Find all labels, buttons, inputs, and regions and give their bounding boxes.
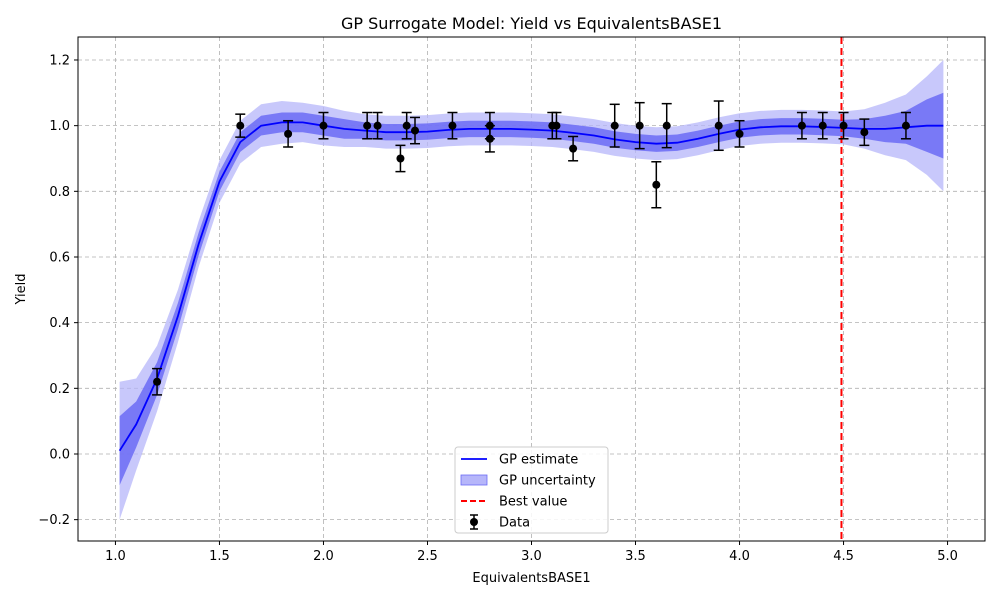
data-marker — [448, 121, 457, 130]
data-point — [651, 161, 662, 209]
x-tick-label: 2.0 — [313, 549, 334, 564]
y-tick-label: 0.0 — [49, 447, 70, 462]
gp-estimate-line — [118, 121, 944, 452]
x-tick-label: 4.0 — [729, 549, 750, 564]
data-marker — [485, 134, 494, 143]
data-point — [734, 119, 745, 148]
data-marker — [373, 121, 382, 130]
y-tick-label: 0.6 — [49, 250, 70, 265]
data-marker — [153, 377, 162, 386]
data-point — [568, 135, 579, 162]
data-point — [551, 111, 562, 140]
data-marker — [662, 121, 671, 130]
legend-label: Data — [499, 516, 530, 531]
data-marker — [319, 121, 328, 130]
y-axis-ticks: −0.2 0.0 0.2 0.4 0.6 0.8 1.0 1.2 — [38, 53, 78, 528]
legend-band-swatch — [460, 474, 488, 486]
y-tick-label: 1.0 — [49, 119, 70, 134]
data-point — [372, 111, 383, 140]
data-marker — [552, 121, 561, 130]
data-marker — [402, 121, 411, 130]
legend-item: GP estimate — [461, 453, 578, 468]
data-points — [152, 100, 911, 396]
data-point — [152, 367, 163, 396]
data-point — [900, 111, 911, 140]
data-point — [362, 111, 373, 140]
legend: GP estimate GP uncertainty Best value Data — [454, 446, 609, 534]
data-point — [395, 144, 406, 173]
data-marker — [569, 144, 578, 153]
data-point — [401, 111, 412, 140]
legend-data-marker — [470, 518, 478, 526]
data-point — [283, 119, 294, 148]
legend-item: GP uncertainty — [460, 474, 596, 489]
data-point — [447, 111, 458, 140]
data-point — [661, 102, 672, 149]
data-point — [817, 111, 828, 140]
data-marker — [236, 121, 245, 130]
y-tick-label: 1.2 — [49, 53, 70, 68]
legend-item: Best value — [461, 495, 567, 510]
data-marker — [901, 121, 910, 130]
x-tick-label: 2.5 — [417, 549, 438, 564]
x-tick-label: 3.0 — [521, 549, 542, 564]
data-point — [484, 124, 495, 153]
legend-label: GP estimate — [499, 453, 578, 468]
data-marker — [284, 129, 293, 138]
legend-item: Data — [470, 514, 530, 531]
data-marker — [610, 121, 619, 130]
legend-box — [454, 446, 609, 534]
data-point — [796, 111, 807, 140]
x-tick-label: 4.5 — [833, 549, 854, 564]
data-marker — [818, 121, 827, 130]
data-marker — [635, 121, 644, 130]
data-point — [410, 116, 421, 145]
x-axis-label: EquivalentsBASE1 — [472, 571, 590, 586]
x-tick-label: 5.0 — [937, 549, 958, 564]
data-point — [609, 103, 620, 148]
data-marker — [860, 128, 869, 137]
x-tick-label: 1.0 — [105, 549, 126, 564]
data-marker — [411, 126, 420, 135]
data-point — [859, 118, 870, 147]
y-tick-label: −0.2 — [38, 513, 70, 528]
data-marker — [396, 154, 405, 163]
y-tick-label: 0.4 — [49, 316, 70, 331]
x-tick-label: 3.5 — [625, 549, 646, 564]
data-point — [235, 113, 246, 138]
y-tick-label: 0.8 — [49, 185, 70, 200]
gp-estimate-path — [118, 121, 944, 452]
legend-label: Best value — [499, 495, 567, 510]
data-marker — [839, 121, 848, 130]
x-tick-label: 1.5 — [209, 549, 230, 564]
data-marker — [735, 129, 744, 138]
chart-title: GP Surrogate Model: Yield vs Equivalents… — [341, 14, 722, 33]
data-marker — [652, 180, 661, 189]
data-point — [634, 101, 645, 150]
legend-label: GP uncertainty — [499, 474, 596, 489]
data-point — [713, 100, 724, 152]
data-point — [318, 111, 329, 140]
data-marker — [714, 121, 723, 130]
data-point — [838, 111, 849, 140]
data-marker — [797, 121, 806, 130]
data-marker — [363, 121, 372, 130]
x-axis-ticks: 1.0 1.5 2.0 2.5 3.0 3.5 4.0 4.5 5.0 — [105, 541, 958, 564]
y-tick-label: 0.2 — [49, 382, 70, 397]
y-axis-label: Yield — [14, 274, 29, 306]
